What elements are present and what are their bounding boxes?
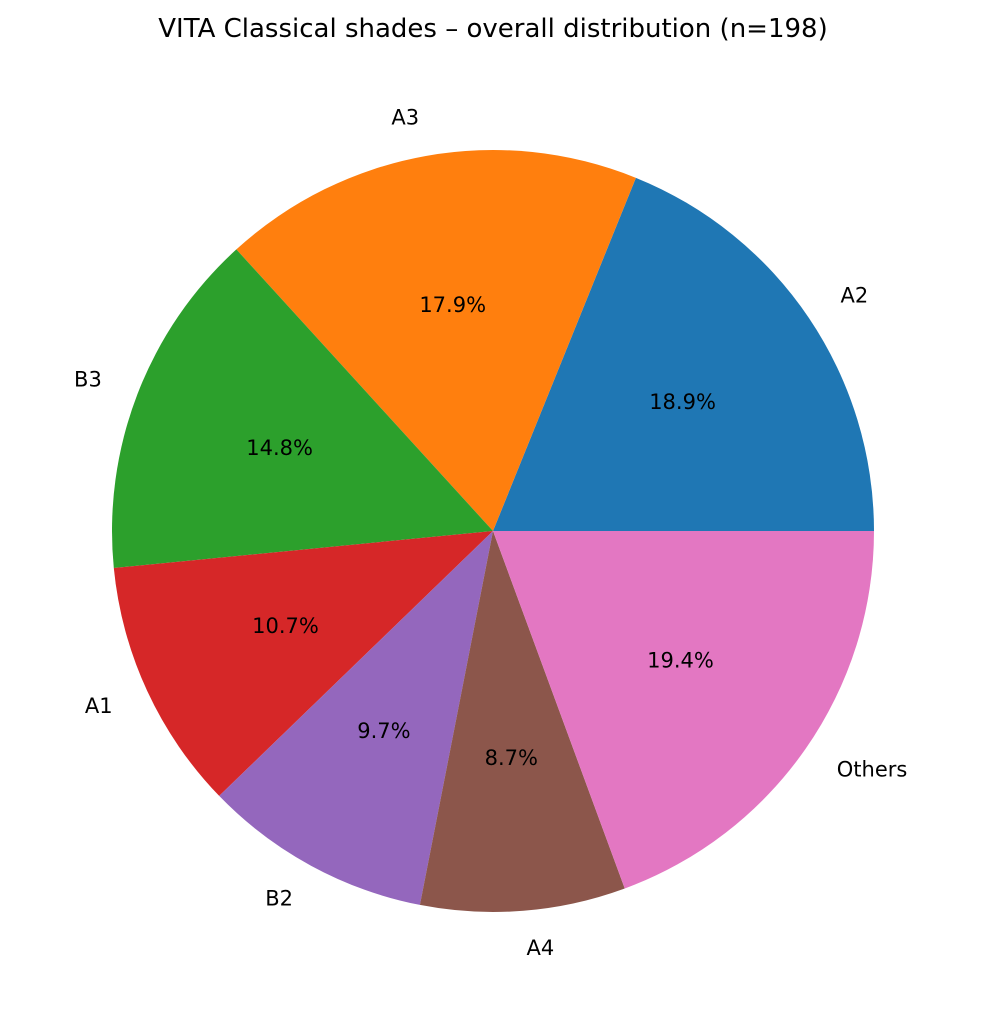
- slice-percent-a3: 17.9%: [419, 293, 486, 317]
- pie-slice-a1: [113, 531, 493, 796]
- slice-percent-a1: 10.7%: [252, 614, 319, 638]
- slice-label-a1: A1: [85, 694, 113, 718]
- pie-slice-others: [493, 531, 874, 889]
- slice-percent-a2: 18.9%: [649, 390, 716, 414]
- slice-label-b3: B3: [74, 368, 102, 392]
- pie-slice-a4: [419, 531, 625, 912]
- pie-slice-a2: [493, 177, 874, 531]
- pie-slices: [111, 149, 874, 912]
- slice-label-b2: B2: [265, 886, 293, 910]
- slice-label-others: Others: [837, 758, 908, 782]
- pie-slice-b3: [111, 249, 493, 569]
- slice-percent-b2: 9.7%: [357, 719, 410, 743]
- slice-label-a3: A3: [391, 105, 419, 129]
- pie-slice-b2: [219, 531, 493, 905]
- slice-percent-b3: 14.8%: [246, 436, 313, 460]
- slice-label-a4: A4: [527, 936, 555, 960]
- slice-label-a2: A2: [841, 284, 869, 308]
- slice-percent-others: 19.4%: [647, 649, 714, 673]
- chart-title: VITA Classical shades – overall distribu…: [158, 14, 828, 44]
- slice-percent-a4: 8.7%: [485, 746, 538, 770]
- pie-labels: A2 18.9% A3 17.9% B3 14.8% A1 10.7% B2 9.7% A4 8.7%…: [74, 105, 907, 959]
- pie-slice-a3: [236, 149, 636, 531]
